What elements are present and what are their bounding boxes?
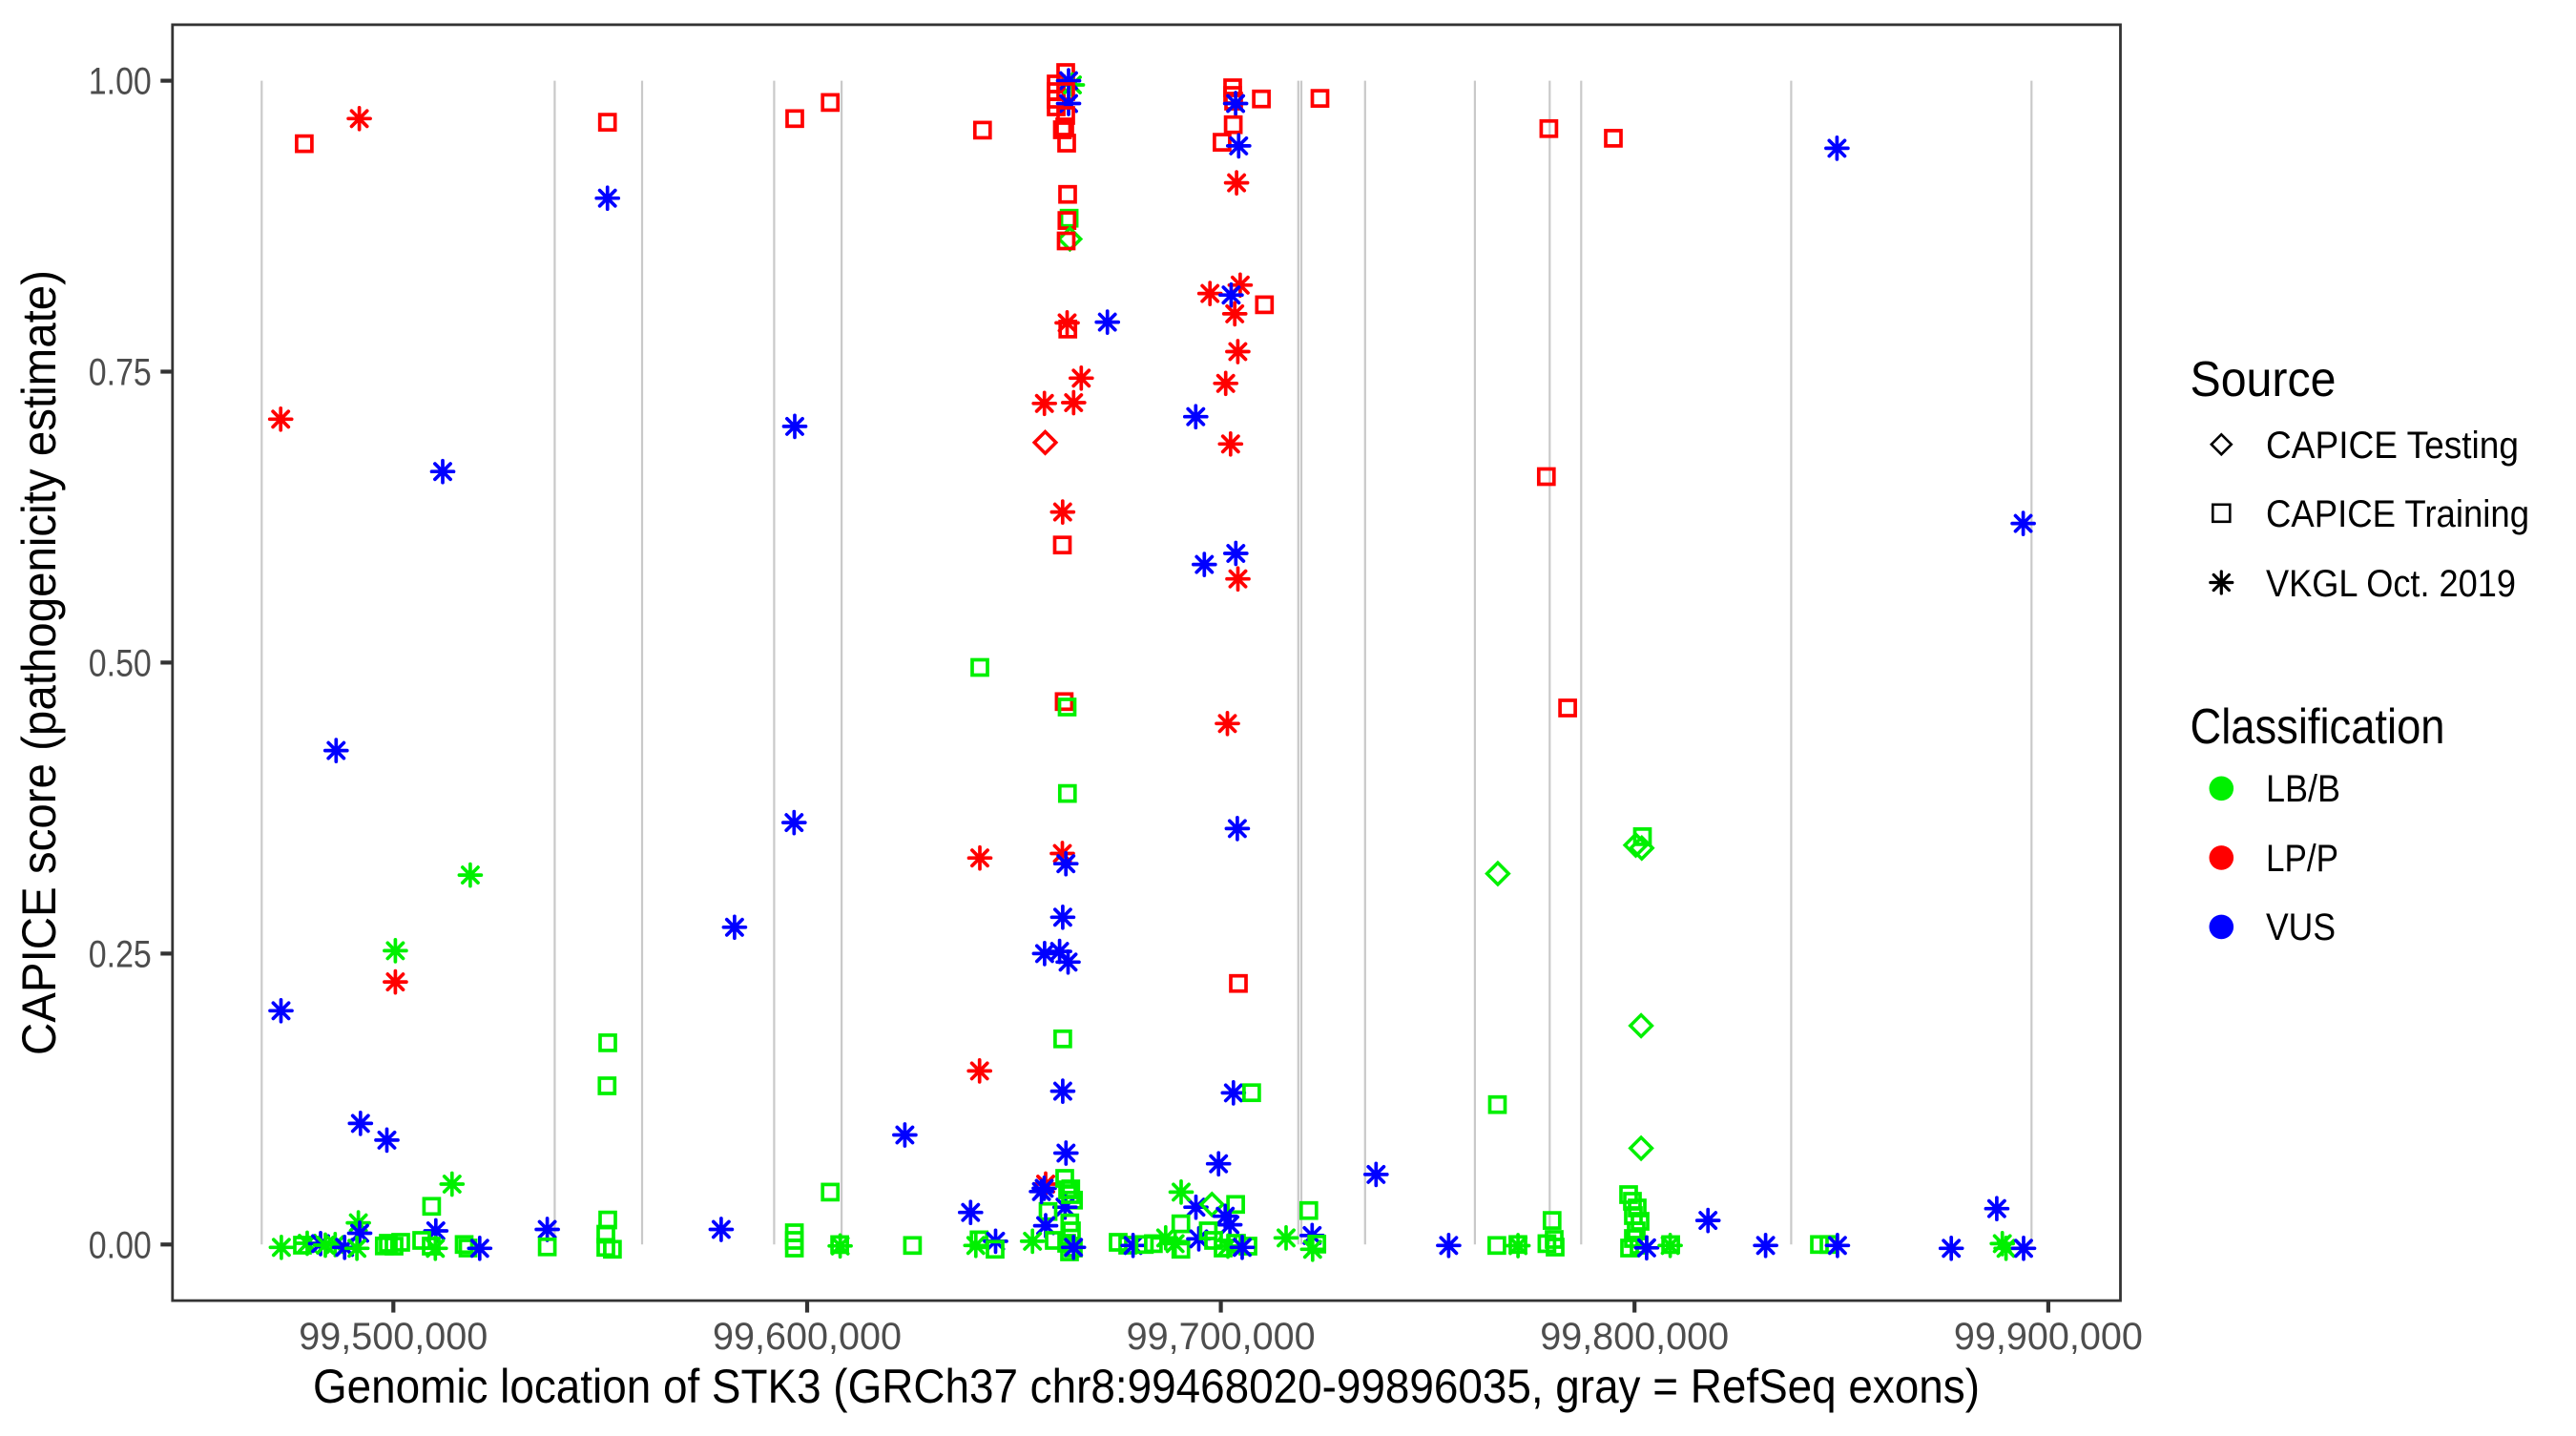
svg-text:CAPICE Testing: CAPICE Testing — [2266, 425, 2519, 467]
svg-text:CAPICE Training: CAPICE Training — [2266, 493, 2529, 535]
svg-text:0.75: 0.75 — [89, 352, 152, 394]
svg-text:1.00: 1.00 — [89, 61, 152, 103]
svg-text:99,800,000: 99,800,000 — [1540, 1316, 1729, 1358]
svg-text:Genomic location of STK3 (GRCh: Genomic location of STK3 (GRCh37 chr8:99… — [313, 1360, 1980, 1413]
svg-text:99,500,000: 99,500,000 — [299, 1316, 488, 1358]
svg-text:Classification: Classification — [2191, 699, 2445, 755]
svg-text:Source: Source — [2191, 352, 2337, 407]
svg-text:99,700,000: 99,700,000 — [1127, 1316, 1316, 1358]
svg-text:VKGL Oct. 2019: VKGL Oct. 2019 — [2266, 563, 2516, 605]
svg-text:VUS: VUS — [2266, 906, 2336, 948]
svg-text:99,600,000: 99,600,000 — [713, 1316, 902, 1358]
svg-text:0.50: 0.50 — [89, 642, 152, 684]
svg-text:99,900,000: 99,900,000 — [1954, 1316, 2143, 1358]
svg-text:LB/B: LB/B — [2266, 768, 2340, 810]
svg-text:CAPICE score (pathogenicity es: CAPICE score (pathogenicity estimate) — [12, 270, 66, 1055]
svg-text:LP/P: LP/P — [2266, 838, 2338, 880]
svg-text:0.00: 0.00 — [89, 1224, 152, 1266]
svg-text:0.25: 0.25 — [89, 933, 152, 975]
